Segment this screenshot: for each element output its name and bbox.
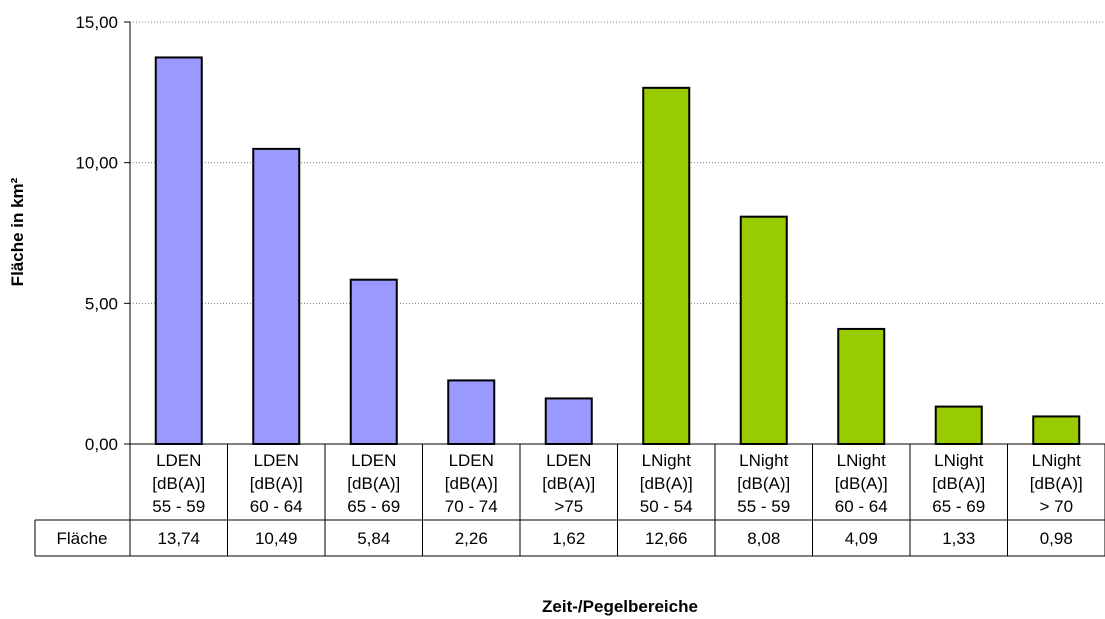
bar <box>642 86 691 445</box>
data-table: Fläche LDEN [dB(A)] 55 - 59 13,74 LDEN [dB(A)]… <box>34 443 1105 557</box>
y-axis-title: Fläche in km² <box>8 177 27 286</box>
bar <box>739 215 788 445</box>
category-label: 70 - 74 <box>445 497 498 516</box>
category-label: [dB(A)] <box>932 474 985 493</box>
category-label: [dB(A)] <box>445 474 498 493</box>
category-label: > 70 <box>1039 497 1073 516</box>
category-label: 50 - 54 <box>640 497 693 516</box>
category-label: LDEN <box>546 451 591 470</box>
category-label: 55 - 59 <box>737 497 790 516</box>
y-axis: 0,00 5,00 10,00 15,00 <box>75 13 131 454</box>
data-value-label: 4,09 <box>845 529 878 548</box>
category-label: [dB(A)] <box>542 474 595 493</box>
category-label: [dB(A)] <box>737 474 790 493</box>
data-value-label: 8,08 <box>747 529 780 548</box>
y-tick-label: 5,00 <box>85 294 118 313</box>
data-value-label: 10,49 <box>255 529 298 548</box>
bar <box>252 147 301 445</box>
bar <box>447 379 496 446</box>
category-label: LDEN <box>351 451 396 470</box>
category-label: 60 - 64 <box>250 497 303 516</box>
category-label: [dB(A)] <box>250 474 303 493</box>
category-label: LNight <box>837 451 886 470</box>
bar <box>837 327 886 445</box>
category-label: 60 - 64 <box>835 497 888 516</box>
data-value-label: 12,66 <box>645 529 688 548</box>
category-label: LNight <box>642 451 691 470</box>
bar <box>154 56 203 445</box>
data-value-label: 5,84 <box>357 529 390 548</box>
bar <box>934 405 983 446</box>
category-label: LNight <box>934 451 983 470</box>
category-label: [dB(A)] <box>1030 474 1083 493</box>
y-tick-label: 15,00 <box>75 13 118 32</box>
data-value-label: 13,74 <box>157 529 200 548</box>
y-tick-label: 0,00 <box>85 435 118 454</box>
category-label: [dB(A)] <box>835 474 888 493</box>
legend-series-name: Fläche <box>56 529 107 548</box>
category-label: LDEN <box>449 451 494 470</box>
x-axis-title: Zeit-/Pegelbereiche <box>542 597 698 616</box>
category-label: LDEN <box>156 451 201 470</box>
category-label: LNight <box>739 451 788 470</box>
category-label: LDEN <box>254 451 299 470</box>
bar <box>1032 415 1081 445</box>
bars <box>154 56 1081 446</box>
category-label: 65 - 69 <box>347 497 400 516</box>
bar <box>544 397 593 446</box>
category-label: LNight <box>1032 451 1081 470</box>
category-label: [dB(A)] <box>640 474 693 493</box>
y-tick-label: 10,00 <box>75 154 118 173</box>
category-label: [dB(A)] <box>152 474 205 493</box>
data-value-label: 1,62 <box>552 529 585 548</box>
category-label: >75 <box>554 497 583 516</box>
category-label: [dB(A)] <box>347 474 400 493</box>
bar <box>349 278 398 445</box>
data-value-label: 0,98 <box>1040 529 1073 548</box>
data-value-label: 2,26 <box>455 529 488 548</box>
category-label: 65 - 69 <box>932 497 985 516</box>
data-value-label: 1,33 <box>942 529 975 548</box>
category-label: 55 - 59 <box>152 497 205 516</box>
